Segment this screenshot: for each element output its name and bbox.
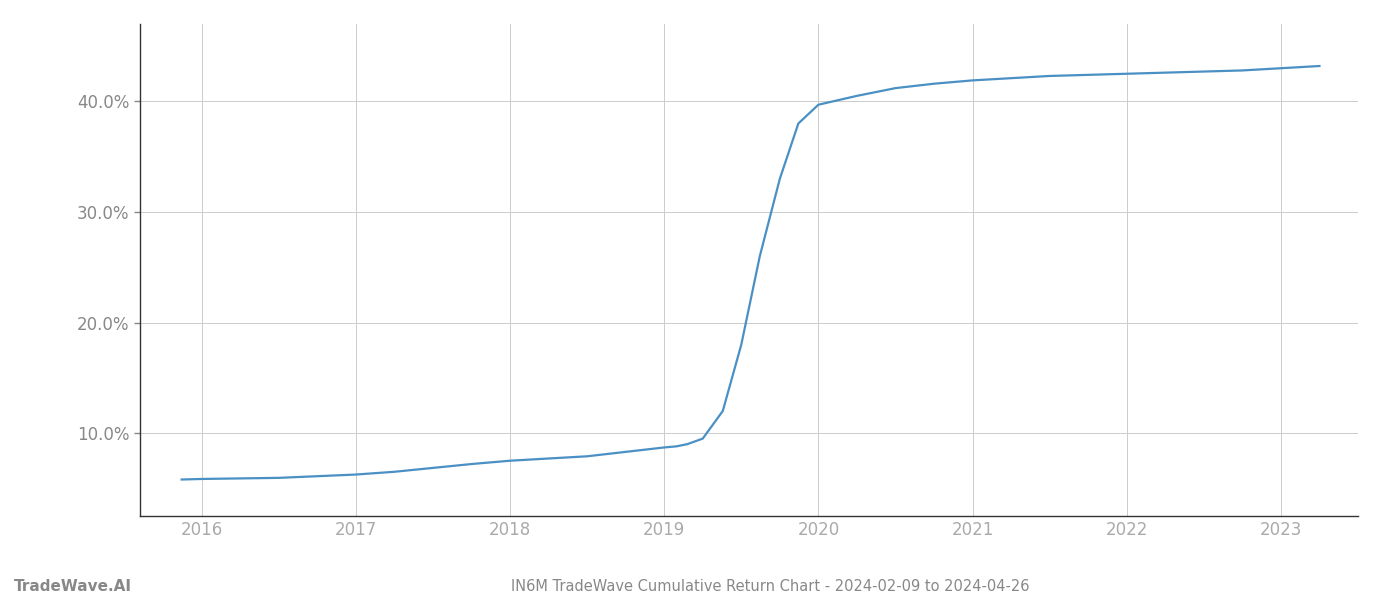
Text: IN6M TradeWave Cumulative Return Chart - 2024-02-09 to 2024-04-26: IN6M TradeWave Cumulative Return Chart -… <box>511 579 1029 594</box>
Text: TradeWave.AI: TradeWave.AI <box>14 579 132 594</box>
